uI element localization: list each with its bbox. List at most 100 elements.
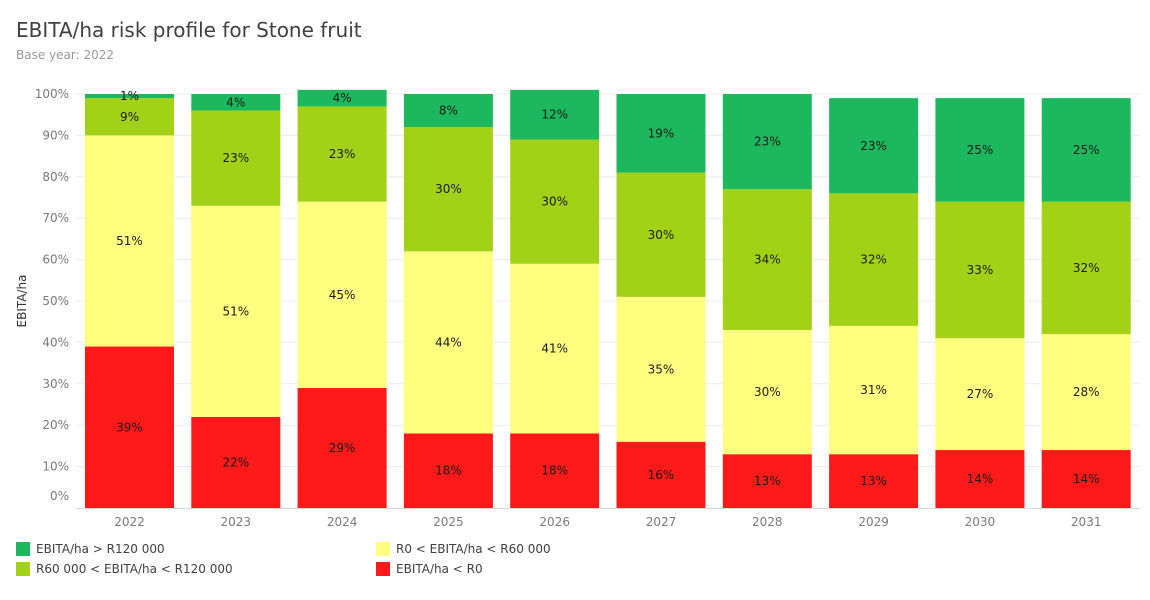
data-label: 16% bbox=[648, 468, 675, 482]
data-label: 34% bbox=[754, 253, 781, 267]
data-label: 13% bbox=[754, 474, 781, 488]
bar-segment bbox=[297, 106, 387, 202]
y-tick-label: 40% bbox=[42, 335, 69, 349]
bar-segment bbox=[403, 251, 493, 434]
bar-segment bbox=[403, 433, 493, 508]
bar-segment bbox=[1041, 201, 1131, 335]
data-label: 18% bbox=[435, 464, 462, 478]
data-label: 23% bbox=[754, 135, 781, 149]
data-label: 13% bbox=[860, 474, 887, 488]
data-label: 23% bbox=[222, 151, 249, 165]
data-label: 28% bbox=[1073, 385, 1100, 399]
y-tick-label: 10% bbox=[42, 460, 69, 474]
bar-segment bbox=[191, 94, 281, 111]
x-tick-label: 2024 bbox=[327, 515, 358, 529]
bar-segment bbox=[829, 325, 919, 455]
y-tick-label: 20% bbox=[42, 418, 69, 432]
data-label: 4% bbox=[226, 95, 245, 109]
data-label: 44% bbox=[435, 335, 462, 349]
data-label: 31% bbox=[860, 383, 887, 397]
bar-segment bbox=[191, 205, 281, 417]
data-label: 1% bbox=[120, 89, 139, 103]
bar-segment bbox=[510, 433, 600, 508]
y-tick-label: 90% bbox=[42, 128, 69, 142]
axes: 0% 10% 20% 30% 40% 50% 60% 70% 80% 90% 100% EBITA/h… bbox=[15, 87, 1140, 529]
y-tick-label: 70% bbox=[42, 211, 69, 225]
y-tick-label: 80% bbox=[42, 170, 69, 184]
data-label: 30% bbox=[754, 385, 781, 399]
data-label: 45% bbox=[329, 288, 356, 302]
bar-segment bbox=[510, 139, 600, 264]
x-tick-label: 2029 bbox=[858, 515, 889, 529]
data-label: 41% bbox=[541, 342, 568, 356]
x-tick-label: 2031 bbox=[1071, 515, 1102, 529]
bar-segment bbox=[1041, 98, 1131, 202]
bar-segment bbox=[829, 454, 919, 508]
data-label: 30% bbox=[541, 195, 568, 209]
data-label: 9% bbox=[120, 110, 139, 124]
bar-segment bbox=[403, 127, 493, 252]
chart-subtitle: Base year: 2022 bbox=[16, 48, 114, 62]
x-tick-label: 2023 bbox=[221, 515, 252, 529]
bar-segment bbox=[85, 135, 174, 347]
data-labels: 39% 51% 9% 1% 22% 51% 23% 4% 29% 45% 23% 4% 18% 44% 30… bbox=[116, 89, 1099, 488]
bar-segment bbox=[510, 89, 600, 140]
bar-segment bbox=[616, 94, 706, 173]
bar-segment bbox=[722, 329, 812, 455]
chart-title: EBITA/ha risk profile for Stone fruit bbox=[16, 18, 362, 42]
y-tick-label: 0% bbox=[50, 489, 69, 503]
bar-segment bbox=[722, 454, 812, 508]
bar-segment bbox=[616, 441, 706, 508]
data-label: 29% bbox=[329, 441, 356, 455]
x-tick-label: 2028 bbox=[752, 515, 783, 529]
bar-segment bbox=[935, 201, 1025, 339]
bar-segment bbox=[1041, 450, 1131, 508]
bar-segment bbox=[935, 98, 1025, 202]
bar-segment bbox=[829, 98, 919, 194]
bar-segment bbox=[403, 94, 493, 128]
data-label: 4% bbox=[333, 91, 352, 105]
data-label: 32% bbox=[860, 253, 887, 267]
x-tick-label: 2022 bbox=[114, 515, 145, 529]
bar-segment bbox=[85, 346, 174, 508]
data-label: 14% bbox=[1073, 472, 1100, 486]
data-label: 25% bbox=[1073, 143, 1100, 157]
bar-segment bbox=[297, 89, 387, 107]
bar-segment bbox=[722, 94, 812, 190]
y-tick-label: 100% bbox=[35, 87, 69, 101]
bar-segment bbox=[616, 172, 706, 297]
data-label: 27% bbox=[967, 387, 994, 401]
data-label: 51% bbox=[116, 234, 143, 248]
data-label: 30% bbox=[435, 182, 462, 196]
x-tick-label: 2026 bbox=[539, 515, 570, 529]
data-label: 8% bbox=[439, 104, 458, 118]
data-label: 14% bbox=[967, 472, 994, 486]
y-tick-label: 60% bbox=[42, 253, 69, 267]
data-label: 39% bbox=[116, 420, 143, 434]
data-label: 30% bbox=[648, 228, 675, 242]
y-tick-label: 30% bbox=[42, 377, 69, 391]
x-tick-label: 2027 bbox=[646, 515, 677, 529]
data-label: 23% bbox=[329, 147, 356, 161]
data-label: 22% bbox=[222, 455, 249, 469]
data-label: 35% bbox=[648, 362, 675, 376]
data-label: 51% bbox=[222, 304, 249, 318]
bar-segment bbox=[85, 98, 174, 136]
bar-segment bbox=[191, 110, 281, 206]
data-label: 25% bbox=[967, 143, 994, 157]
y-axis-title: EBITA/ha bbox=[15, 275, 29, 328]
data-label: 23% bbox=[860, 139, 887, 153]
bar-segment bbox=[935, 450, 1025, 508]
bar-segment bbox=[191, 416, 281, 508]
bars bbox=[85, 89, 1131, 508]
bar-segment bbox=[616, 296, 706, 442]
bar-segment bbox=[85, 94, 174, 99]
bar-segment bbox=[510, 263, 600, 434]
bar-segment bbox=[829, 193, 919, 326]
bar-segment bbox=[722, 189, 812, 330]
y-tick-label: 50% bbox=[42, 294, 69, 308]
bar-segment bbox=[1041, 334, 1131, 451]
bar-segment bbox=[297, 387, 387, 508]
bar-segment bbox=[935, 338, 1025, 451]
